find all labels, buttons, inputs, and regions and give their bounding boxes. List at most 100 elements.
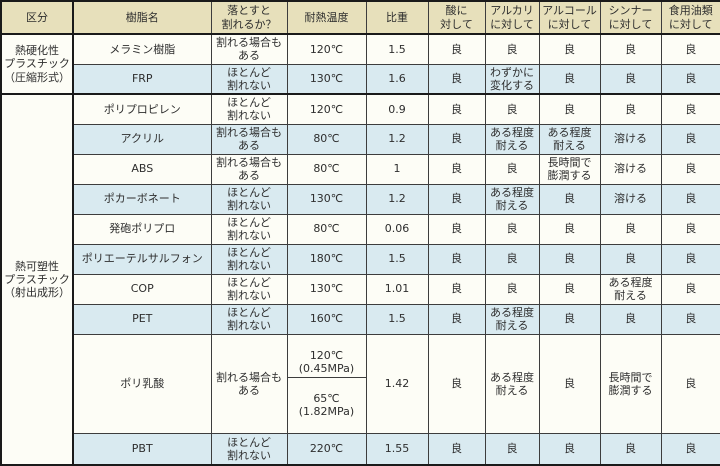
thinner-cell: 良: [599, 213, 662, 245]
alcohol-cell: 良: [538, 213, 601, 245]
oil-cell: 良: [660, 243, 720, 275]
temp-cell: 180℃: [286, 243, 367, 275]
resin-name-cell: FRP: [72, 63, 212, 95]
drop-cell: 割れる場合も ある: [210, 333, 288, 435]
alkali-cell: ある程度 耐える: [484, 333, 540, 435]
thinner-cell: 良: [599, 33, 662, 65]
drop-cell: ほとんど 割れない: [210, 303, 288, 335]
alkali-cell: 良: [484, 433, 540, 466]
temp-cell: 130℃: [286, 63, 367, 95]
acid-cell: 良: [427, 273, 486, 305]
header-heat-temp: 耐熱温度: [286, 0, 367, 35]
thinner-cell: ある程度 耐える: [599, 273, 662, 305]
header-drop-breakage: 落とすと 割れるか？: [210, 0, 288, 35]
gravity-cell: 1.5: [365, 33, 429, 65]
alcohol-cell: 良: [538, 33, 601, 65]
header-specific-gravity: 比重: [365, 0, 429, 35]
temp-cell: 220℃: [286, 433, 367, 466]
table-row: 発砲ポリプロ ほとんど 割れない 80℃ 0.06 良 良 良 良 良: [1, 213, 720, 245]
temp-cell-split: 120℃ (0.45MPa) 65℃ (1.82MPa): [286, 333, 367, 435]
drop-cell: ほとんど 割れない: [210, 183, 288, 215]
alcohol-cell: 良: [538, 273, 601, 305]
table-row: 熱可塑性 プラスチック （射出成形） ポリプロピレン ほとんど 割れない 120…: [0, 93, 720, 466]
alkali-cell: わずかに 変化する: [484, 63, 540, 95]
resin-name-cell: PET: [72, 303, 212, 335]
table-row: ポリ乳酸 割れる場合も ある 120℃ (0.45MPa) 65℃ (1.82M…: [1, 333, 720, 435]
thinner-cell: 良: [599, 243, 662, 275]
resin-name-cell: ポリ乳酸: [72, 333, 212, 435]
acid-cell: 良: [427, 33, 486, 65]
header-alcohol: アルコール に対して: [538, 0, 601, 35]
temp-cell: 120℃: [286, 33, 367, 65]
drop-cell: ほとんど 割れない: [210, 213, 288, 245]
header-row: 区分 樹脂名 落とすと 割れるか？ 耐熱温度 比重 酸に 対して アルカリ に対…: [0, 0, 720, 35]
thinner-cell: 溶ける: [599, 153, 662, 185]
alkali-cell: 良: [484, 273, 540, 305]
thinner-cell: 良: [599, 303, 662, 335]
acid-cell: 良: [427, 93, 486, 125]
gravity-cell: 1.5: [365, 303, 429, 335]
gravity-cell: 1.2: [365, 123, 429, 155]
gravity-cell: 1.5: [365, 243, 429, 275]
alkali-cell: 良: [484, 33, 540, 65]
thinner-cell: 溶ける: [599, 123, 662, 155]
category-cell-thermosetting: 熱硬化性 プラスチック （圧縮形式）: [0, 33, 74, 95]
alcohol-cell: 良: [538, 63, 601, 95]
drop-cell: ほとんど 割れない: [210, 243, 288, 275]
category-cell-thermoplastic: 熱可塑性 プラスチック （射出成形）: [0, 93, 74, 466]
gravity-cell: 1.01: [365, 273, 429, 305]
table-row: COP ほとんど 割れない 130℃ 1.01 良 良 良 ある程度 耐える 良: [1, 273, 720, 305]
temp-cell: 80℃: [286, 153, 367, 185]
drop-cell: ほとんど 割れない: [210, 63, 288, 95]
resin-name-cell: 発砲ポリプロ: [72, 213, 212, 245]
table-row: 熱硬化性 プラスチック （圧縮形式） メラミン樹脂 割れる場合も ある 120℃…: [0, 33, 720, 95]
acid-cell: 良: [427, 63, 486, 95]
alcohol-cell: 良: [538, 243, 601, 275]
temp-cell: 120℃: [286, 93, 367, 125]
table-row: PET ほとんど 割れない 160℃ 1.5 良 ある程度 耐える 良 良 良: [1, 303, 720, 335]
oil-cell: 良: [660, 153, 720, 185]
alcohol-cell: ある程度 耐える: [538, 123, 601, 155]
resin-name-cell: メラミン樹脂: [72, 33, 212, 65]
temp-cell: 160℃: [286, 303, 367, 335]
alkali-cell: 良: [484, 243, 540, 275]
alcohol-cell: 良: [538, 333, 601, 435]
drop-cell: 割れる場合も ある: [210, 153, 288, 185]
table-row: ABS 割れる場合も ある 80℃ 1 良 良 長時間で 膨潤する 溶ける 良: [1, 153, 720, 185]
oil-cell: 良: [660, 93, 720, 125]
acid-cell: 良: [427, 213, 486, 245]
alkali-cell: ある程度 耐える: [484, 123, 540, 155]
alcohol-cell: 長時間で 膨潤する: [538, 153, 601, 185]
resin-name-cell: COP: [72, 273, 212, 305]
header-acid: 酸に 対して: [427, 0, 486, 35]
gravity-cell: 0.06: [365, 213, 429, 245]
alkali-cell: 良: [484, 93, 540, 125]
temp-cell-upper: 120℃ (0.45MPa): [288, 348, 365, 378]
oil-cell: 良: [660, 63, 720, 95]
gravity-cell: 1.2: [365, 183, 429, 215]
table-row: FRP ほとんど 割れない 130℃ 1.6 良 わずかに 変化する 良 良 良: [1, 63, 720, 95]
acid-cell: 良: [427, 333, 486, 435]
oil-cell: 良: [660, 333, 720, 435]
alcohol-cell: 良: [538, 433, 601, 466]
oil-cell: 良: [660, 273, 720, 305]
drop-cell: ほとんど 割れない: [210, 273, 288, 305]
drop-cell: ほとんど 割れない: [210, 433, 288, 466]
header-alkali: アルカリ に対して: [484, 0, 540, 35]
alkali-cell: ある程度 耐える: [484, 183, 540, 215]
thinner-cell: 良: [599, 63, 662, 95]
thinner-cell: 良: [599, 433, 662, 466]
temp-cell: 130℃: [286, 183, 367, 215]
oil-cell: 良: [660, 123, 720, 155]
resin-name-cell: ポカーボネート: [72, 183, 212, 215]
alcohol-cell: 良: [538, 303, 601, 335]
oil-cell: 良: [660, 433, 720, 466]
acid-cell: 良: [427, 303, 486, 335]
table-row: ポリエーテルサルフォン ほとんど 割れない 180℃ 1.5 良 良 良 良 良: [1, 243, 720, 275]
drop-cell: 割れる場合も ある: [210, 33, 288, 65]
gravity-cell: 1.42: [365, 333, 429, 435]
resin-name-cell: PBT: [72, 433, 212, 466]
resin-name-cell: ポリプロピレン: [72, 93, 212, 125]
header-thinner: シンナー に対して: [599, 0, 662, 35]
alkali-cell: 良: [484, 213, 540, 245]
